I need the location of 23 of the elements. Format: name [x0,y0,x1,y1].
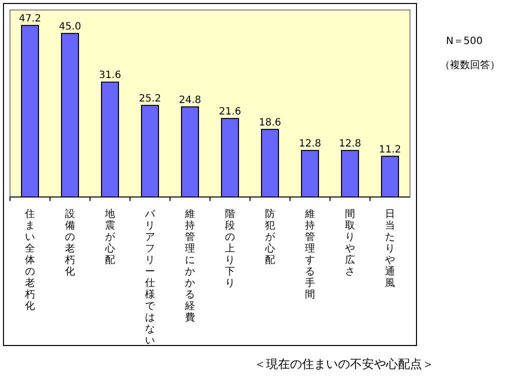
data-label: 47.2 [18,13,42,24]
category-label: 維持管理にかかる経費 [185,209,195,324]
data-label: 11.2 [378,144,402,156]
category-label: バリアフリー仕様ではない [145,209,155,346]
data-label: 18.6 [258,117,282,128]
data-label: 12.8 [298,138,322,150]
x-tick-label: 階段の上り下り [225,208,235,289]
data-label: 45.0 [58,21,82,32]
data-label: 12.8 [338,138,362,150]
x-tick-label: 維持管理する手間 [304,208,315,300]
category-label: 住まい全体の老朽化 [25,209,35,312]
data-label: 31.6 [98,70,122,82]
x-tick-label: 日当たりや通風 [385,209,395,289]
text: ＜現在の住まいの不安や心配点＞ [254,357,434,371]
text: N＝500 [446,36,483,47]
x-tick-label: 地震が心配 [104,208,116,266]
x-tick-label: 設備の老朽化 [64,208,75,278]
data-label: 25.2 [138,93,162,104]
x-tick-label: 防犯が心配 [264,208,276,266]
data-label: 24.8 [178,94,202,106]
data-label: 21.6 [218,106,242,118]
text: （複数回答） [440,59,500,71]
x-tick-label: 間取りや広さ [345,209,355,278]
